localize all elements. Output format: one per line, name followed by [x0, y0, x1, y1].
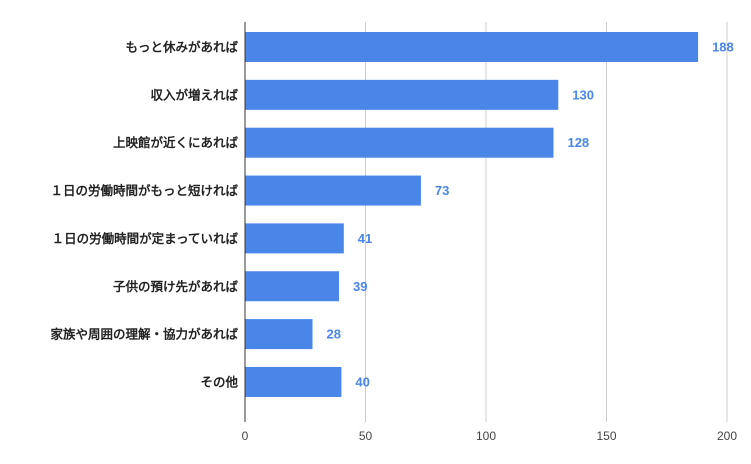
- data-label: 73: [435, 183, 449, 198]
- data-label: 41: [358, 231, 372, 246]
- data-label: 39: [353, 279, 367, 294]
- x-tick-label: 150: [596, 429, 616, 443]
- x-tick-label: 50: [359, 429, 373, 443]
- bar: [245, 367, 341, 397]
- x-tick-label: 200: [717, 429, 737, 443]
- x-axis-tick-labels: 0 50 100 150 200: [242, 429, 738, 443]
- bar: [245, 80, 558, 110]
- data-label: 130: [572, 87, 594, 102]
- bar: [245, 319, 312, 349]
- data-label: 28: [326, 327, 340, 342]
- bars: [245, 32, 698, 397]
- bar: [245, 176, 421, 206]
- category-label: 家族や周囲の理解・協力があれば: [50, 327, 238, 342]
- category-label: その他: [200, 374, 238, 389]
- category-label: １日の労働時間がもっと短ければ: [50, 183, 238, 198]
- data-label: 128: [567, 135, 589, 150]
- category-label: もっと休みがあれば: [125, 40, 238, 55]
- bar: [245, 128, 553, 158]
- data-label: 40: [355, 374, 369, 389]
- category-label: １日の労働時間が定まっていれば: [52, 231, 239, 246]
- x-tick-label: 0: [242, 429, 249, 443]
- bar: [245, 223, 344, 253]
- category-label: 収入が増えれば: [150, 87, 238, 102]
- data-label: 188: [712, 40, 734, 55]
- bar: [245, 271, 339, 301]
- x-tick-label: 100: [476, 429, 496, 443]
- category-label: 子供の預け先があれば: [113, 279, 239, 294]
- category-label: 上映館が近くにあれば: [113, 135, 239, 150]
- bar: [245, 32, 698, 62]
